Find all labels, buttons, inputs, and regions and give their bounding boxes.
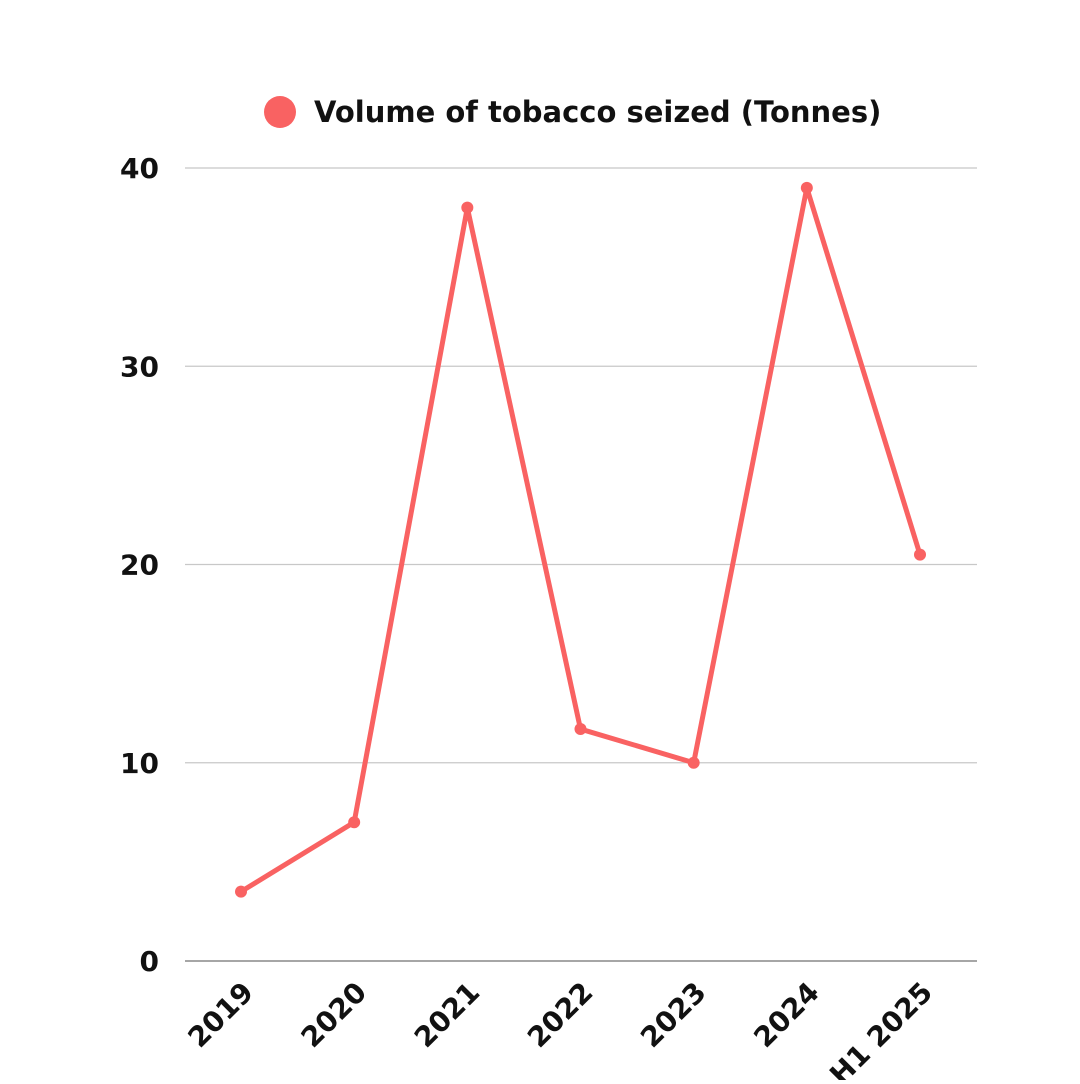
gridlines (185, 167, 977, 962)
x-tick-label: 2023 (634, 976, 712, 1054)
x-tick-label: 2019 (182, 976, 260, 1054)
data-point (348, 816, 361, 829)
data-point (235, 885, 247, 898)
y-tick-label: 30 (120, 350, 159, 383)
y-axis-ticks: 0 10 20 30 40 (120, 152, 159, 978)
series-line (238, 185, 923, 895)
y-tick-label: 10 (120, 747, 159, 780)
x-tick-label: 2020 (295, 976, 373, 1054)
data-point (574, 723, 587, 736)
legend-marker (264, 96, 296, 128)
y-tick-label: 20 (120, 549, 159, 582)
chart-legend: Volume of tobacco seized (Tonnes) (264, 92, 881, 132)
legend-label: Volume of tobacco seized (Tonnes) (314, 95, 882, 129)
x-tick-label: 2022 (521, 976, 599, 1054)
data-point (914, 548, 926, 561)
data-point (800, 181, 813, 194)
x-tick-label: 2024 (747, 976, 825, 1054)
data-point (461, 201, 474, 214)
y-tick-label: 40 (120, 152, 159, 185)
series-volume (235, 181, 926, 898)
data-point (687, 756, 700, 769)
x-tick-label: 2021 (408, 976, 486, 1054)
y-tick-label: 0 (140, 945, 159, 978)
x-tick-label: H1 2025 (823, 976, 939, 1080)
